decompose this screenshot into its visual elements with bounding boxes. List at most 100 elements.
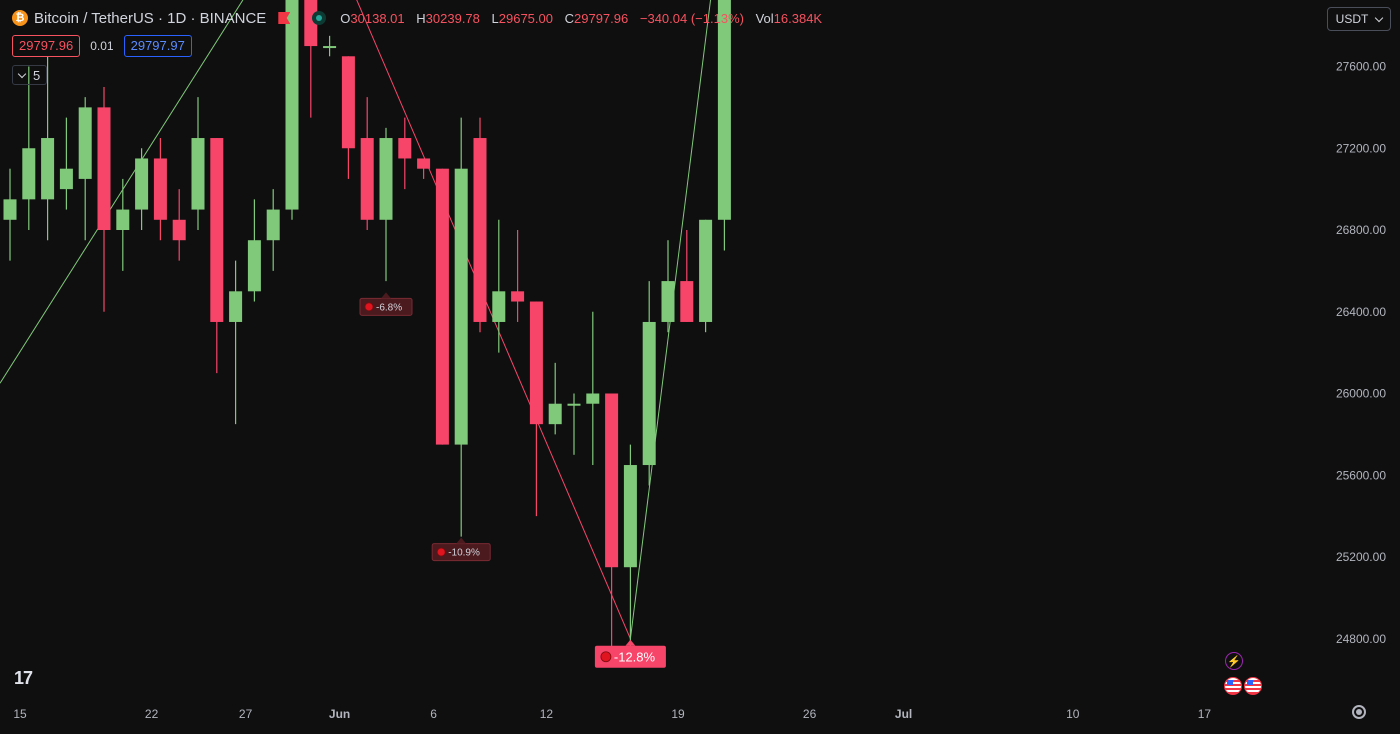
candle-body bbox=[78, 107, 92, 179]
x-tick-label: 22 bbox=[145, 707, 159, 721]
indicators-toggle[interactable]: 5 bbox=[12, 65, 48, 85]
flag-icon[interactable] bbox=[278, 12, 291, 24]
x-tick-label: 26 bbox=[803, 707, 817, 721]
close-value: 29797.96 bbox=[574, 10, 629, 26]
candle-body bbox=[229, 291, 243, 322]
candle-body bbox=[285, 0, 299, 210]
pivot-label-text: -6.8% bbox=[376, 302, 402, 313]
candle-body bbox=[210, 138, 224, 322]
gear-icon[interactable] bbox=[1352, 705, 1366, 719]
candle-body bbox=[247, 240, 261, 292]
chevron-down-icon bbox=[17, 69, 27, 78]
candle-body bbox=[717, 0, 731, 220]
currency-label: USDT bbox=[1335, 12, 1369, 26]
pivot-label-box bbox=[594, 645, 666, 668]
candle-body bbox=[586, 393, 600, 404]
candle-body bbox=[360, 138, 374, 220]
bid-ask-row: 29797.96 0.01 29797.97 bbox=[12, 35, 192, 57]
market-open-icon bbox=[312, 11, 327, 25]
pivot-label-pointer bbox=[625, 639, 636, 646]
x-tick-label: 10 bbox=[1066, 707, 1080, 721]
y-tick-label: 26800.00 bbox=[1336, 223, 1386, 237]
us-flag-event-icon[interactable] bbox=[1224, 677, 1242, 695]
candle-body bbox=[341, 56, 355, 149]
red-dot-icon bbox=[436, 547, 446, 557]
candle-body bbox=[97, 107, 111, 230]
high-value: 30239.78 bbox=[425, 10, 480, 26]
candle-body bbox=[511, 291, 525, 302]
candle-body bbox=[41, 138, 55, 200]
pivot-label: -6.8% bbox=[359, 292, 413, 316]
zigzag-segment bbox=[629, 0, 712, 639]
candle-body bbox=[116, 209, 130, 230]
x-tick-label: 6 bbox=[430, 707, 437, 721]
bitcoin-icon: ₿ bbox=[12, 10, 28, 26]
chevron-down-icon bbox=[1375, 13, 1384, 22]
symbol-title[interactable]: Bitcoin / TetherUS · 1D · BINANCE bbox=[34, 9, 267, 27]
zigzag-segment bbox=[0, 0, 244, 384]
low-key: L bbox=[491, 10, 499, 26]
candle-body bbox=[172, 219, 186, 241]
spread-value: 0.01 bbox=[90, 39, 114, 53]
y-tick-label: 25200.00 bbox=[1336, 550, 1386, 564]
candle-body bbox=[529, 301, 543, 425]
pivot-label-text: -12.8% bbox=[614, 649, 656, 664]
candle-body bbox=[191, 138, 205, 210]
close-key: C bbox=[564, 10, 575, 26]
x-tick-label: Jun bbox=[329, 707, 350, 721]
candle-body bbox=[435, 168, 449, 445]
pivot-label-pointer bbox=[381, 292, 391, 299]
open-key: O bbox=[340, 10, 351, 26]
candle-body bbox=[454, 168, 468, 445]
pivot-label: -10.9% bbox=[431, 537, 491, 562]
candle-body bbox=[323, 46, 337, 49]
candle-body bbox=[548, 403, 562, 425]
candle-body bbox=[699, 219, 713, 322]
x-tick-label: 15 bbox=[13, 707, 27, 721]
x-tick-label: 27 bbox=[239, 707, 253, 721]
candle-body bbox=[492, 291, 506, 322]
us-flag-event-icon[interactable] bbox=[1244, 677, 1262, 695]
candle-body bbox=[417, 158, 431, 169]
candle-body bbox=[398, 138, 412, 159]
x-tick-label: Jul bbox=[895, 707, 912, 721]
y-tick-label: 27200.00 bbox=[1336, 141, 1386, 155]
volume-key: Vol bbox=[755, 10, 774, 26]
candle-body bbox=[59, 168, 73, 190]
x-tick-label: 17 bbox=[1198, 707, 1212, 721]
x-tick-label: 12 bbox=[540, 707, 554, 721]
sell-price-button[interactable]: 29797.96 bbox=[12, 35, 81, 57]
currency-select[interactable]: USDT bbox=[1327, 7, 1391, 31]
pivot-label: -12.8% bbox=[594, 639, 666, 668]
candle-body bbox=[379, 138, 393, 220]
x-tick-label: 19 bbox=[671, 707, 685, 721]
candle-body bbox=[22, 148, 36, 200]
candle-body bbox=[680, 281, 694, 322]
chart-header: ₿ Bitcoin / TetherUS · 1D · BINANCE O301… bbox=[12, 8, 830, 28]
ohlc-readout: O30138.01 H30239.78 L29675.00 C29797.96 … bbox=[340, 11, 830, 26]
candle-body bbox=[623, 465, 637, 568]
candle-body bbox=[642, 321, 656, 466]
y-tick-label: 25600.00 bbox=[1336, 468, 1386, 482]
candle-body bbox=[661, 281, 675, 322]
y-tick-label: 27600.00 bbox=[1336, 60, 1386, 74]
candle-body bbox=[266, 209, 280, 241]
change-value: −340.04 (−1.13%) bbox=[639, 10, 744, 26]
red-dot-icon bbox=[600, 651, 612, 663]
volume-value: 16.384K bbox=[773, 10, 823, 26]
pivot-label-pointer bbox=[456, 537, 467, 544]
candle-body bbox=[605, 393, 619, 568]
lightning-event-icon[interactable]: ⚡ bbox=[1225, 652, 1243, 670]
buy-price-button[interactable]: 29797.97 bbox=[123, 35, 192, 57]
candle-body bbox=[567, 403, 581, 406]
candle-body bbox=[473, 138, 487, 322]
tradingview-logo[interactable]: 17 bbox=[14, 668, 33, 688]
zigzag-segment bbox=[356, 0, 631, 639]
candle-body bbox=[3, 199, 17, 220]
high-key: H bbox=[416, 10, 426, 26]
y-tick-label: 24800.00 bbox=[1336, 632, 1386, 646]
red-dot-icon bbox=[364, 302, 374, 312]
low-value: 29675.00 bbox=[498, 10, 553, 26]
